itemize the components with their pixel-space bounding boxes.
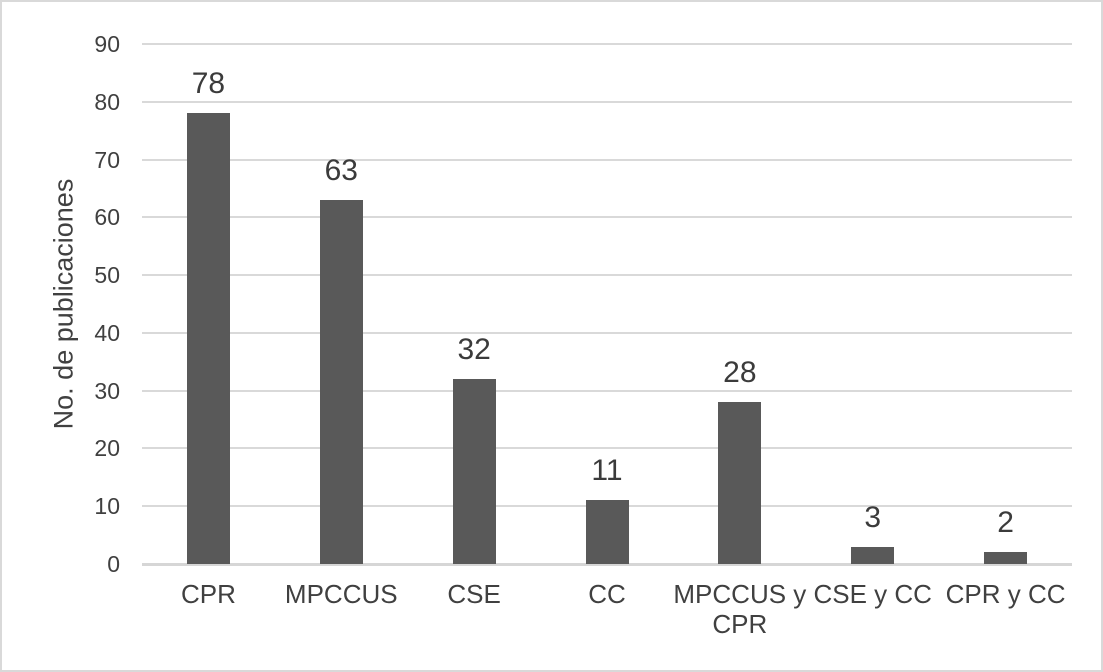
x-axis-tick-label: MPCCUS y CPR	[673, 579, 807, 639]
plot-area: 78 63 32 11 28 3 2	[142, 43, 1072, 566]
bar-value-label: 2	[997, 506, 1014, 540]
bar-value-label: 78	[191, 67, 226, 101]
y-axis-tick-label: 50	[94, 262, 120, 289]
bar	[452, 379, 496, 564]
y-axis-tick-label: 10	[94, 493, 120, 520]
y-axis-tick-label: 90	[94, 31, 120, 57]
bar-value-label: 63	[324, 154, 358, 187]
y-axis-tick-label: 80	[94, 88, 120, 115]
gridline	[142, 331, 1072, 334]
y-axis-tick-label: 20	[94, 435, 120, 462]
x-axis-tick-label: MPCCUS	[284, 579, 398, 609]
x-axis-tick-label: CPR	[180, 579, 236, 609]
bar	[984, 552, 1028, 564]
y-axis-tick-label: 30	[94, 377, 120, 404]
bar	[585, 500, 629, 564]
bar-value-label: 3	[864, 500, 882, 534]
gridline	[142, 100, 1072, 103]
x-axis-line	[142, 562, 1072, 566]
x-axis-tick-label: CPR y CC	[945, 579, 1066, 609]
gridline	[142, 389, 1072, 392]
gridline	[142, 158, 1072, 161]
y-axis-tick-label: 40	[94, 319, 120, 346]
bar-value-label: 11	[591, 454, 623, 488]
y-axis-tick-label: 0	[107, 551, 120, 577]
bar-value-label: 28	[723, 356, 757, 390]
bar	[319, 200, 363, 564]
bar-value-label: 32	[457, 333, 491, 367]
x-axis-tick-label: CC	[588, 579, 626, 609]
x-axis-tick-label: CSE y CC	[813, 579, 932, 609]
bar	[718, 402, 762, 564]
bar	[851, 546, 895, 564]
y-axis-tick-label: 70	[94, 146, 120, 173]
bar	[186, 113, 230, 564]
gridline	[142, 216, 1072, 219]
gridline	[142, 43, 1072, 45]
y-axis-tick-label: 60	[94, 204, 120, 231]
gridline	[142, 274, 1072, 277]
gridline	[142, 447, 1072, 450]
x-axis-tick-label: CSE	[447, 579, 501, 609]
